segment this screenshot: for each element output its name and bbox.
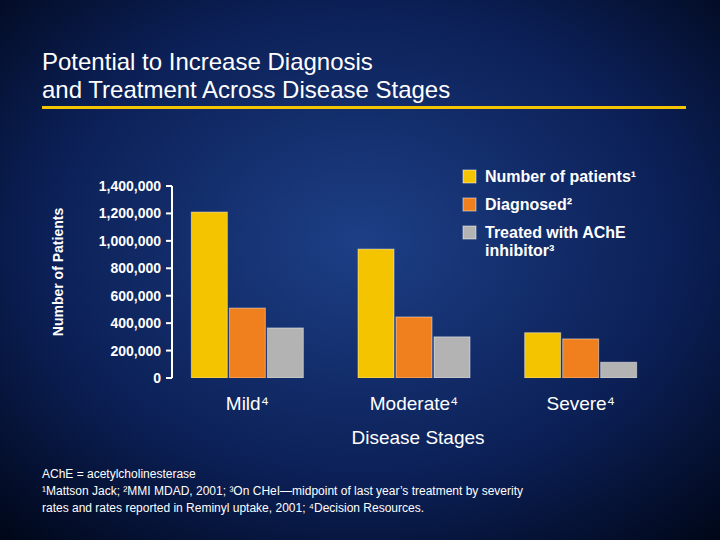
title-rule [42,106,686,109]
y-tick-label: 600,000 [110,288,161,304]
footnote: AChE = acetylcholinesterase [42,467,196,481]
bar [229,308,265,378]
legend-line: Number of patients¹ [485,168,636,185]
x-tick-label: Mild⁴ [226,393,269,414]
bar [396,317,432,378]
legend-line: Diagnosed² [485,196,572,213]
bar [434,337,470,378]
legend-swatch [463,198,476,211]
title: Potential to Increase Diagnosis [42,48,373,75]
y-tick-label: 1,000,000 [99,233,161,249]
legend-line: Treated with AChE [485,224,626,241]
legend-line: inhibitor³ [485,242,554,259]
legend-swatch [463,226,476,239]
y-tick-label: 1,200,000 [99,205,161,221]
legend-label: Treated with AChEinhibitor³ [485,224,626,259]
y-tick-label: 400,000 [110,315,161,331]
bars [191,212,636,378]
bar [563,339,599,378]
bar [191,212,227,378]
y-axis-label: Number of Patients [50,208,66,337]
legend-label: Number of patients¹ [485,168,636,185]
bar [358,249,394,378]
footnote: rates and rates reported in Reminyl upta… [42,501,424,515]
footnote: ¹Mattson Jack; ²MMI MDAD, 2001; ³On CHeI… [42,484,523,498]
background [0,0,720,540]
x-tick-label: Moderate⁴ [370,393,458,414]
y-tick-label: 800,000 [110,260,161,276]
y-tick-label: 0 [153,370,161,386]
legend-swatch [463,170,476,183]
x-axis-label: Disease Stages [351,427,484,448]
x-tick-label: Severe⁴ [546,393,614,414]
bar [267,328,303,378]
bar [601,362,637,378]
bar [525,333,561,378]
y-tick-label: 1,400,000 [99,178,161,194]
y-axis [171,186,173,378]
legend-label: Diagnosed² [485,196,572,213]
title: and Treatment Across Disease Stages [42,76,450,103]
y-tick-label: 200,000 [110,343,161,359]
chart: Potential to Increase Diagnosisand Treat… [0,0,720,540]
